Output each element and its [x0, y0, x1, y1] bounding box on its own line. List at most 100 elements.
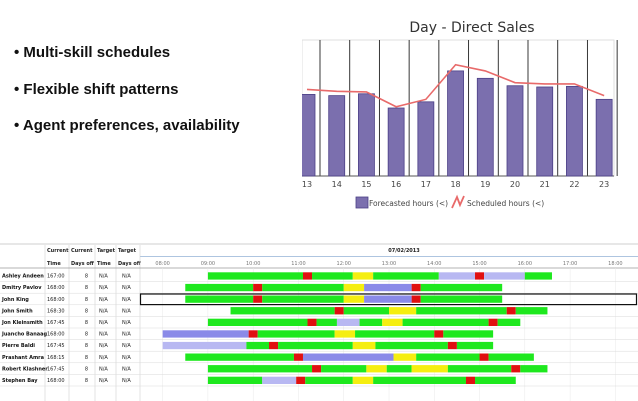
shift-segment-break[interactable] [293, 353, 303, 361]
shift-segment-work[interactable] [278, 341, 353, 350]
column-header-3[interactable]: Days off [118, 261, 142, 267]
shift-segment-break[interactable] [411, 295, 421, 303]
shift-segment-idle[interactable] [262, 376, 297, 384]
shift-segment-work[interactable] [373, 376, 466, 384]
shift-segment-work[interactable] [447, 365, 512, 373]
shift-segment-break[interactable] [307, 318, 317, 326]
shift-segment-work[interactable] [524, 272, 552, 280]
shift-segment-work[interactable] [386, 365, 412, 373]
shift-segment-work[interactable] [207, 272, 303, 280]
shift-segment-work[interactable] [488, 353, 534, 361]
schedule-row[interactable]: Robert Klashner 167:45 8 N/A N/A [0, 365, 638, 375]
schedule-row[interactable]: Pierre Baldi 167:45 8 N/A N/A [0, 341, 638, 352]
chart-x-tick-21: 21 [540, 180, 550, 189]
shift-segment-break[interactable] [434, 330, 444, 338]
shift-segment-other[interactable] [364, 295, 412, 303]
shift-segment-work[interactable] [316, 318, 337, 326]
shift-segment-break[interactable] [253, 283, 263, 292]
shift-segment-break[interactable] [248, 330, 258, 338]
current-days-off: 8 [85, 308, 88, 314]
schedule-row[interactable]: Ashley Andeen 167:00 8 N/A N/A [0, 272, 638, 282]
shift-segment-work[interactable] [475, 376, 516, 384]
shift-segment-lunch[interactable] [334, 330, 356, 338]
column-header-2[interactable]: Time [97, 261, 111, 267]
shift-segment-work[interactable] [359, 318, 383, 326]
shift-segment-break[interactable] [334, 307, 344, 315]
target-days-off: N/A [122, 274, 131, 280]
shift-segment-break[interactable] [411, 283, 421, 292]
shift-segment-idle[interactable] [438, 272, 476, 280]
shift-segment-work[interactable] [343, 307, 389, 315]
shift-segment-work[interactable] [456, 341, 494, 350]
shift-segment-lunch[interactable] [382, 318, 403, 326]
shift-segment-work[interactable] [355, 330, 435, 338]
shift-segment-lunch[interactable] [352, 376, 374, 384]
shift-segment-break[interactable] [312, 365, 322, 373]
shift-segment-lunch[interactable] [352, 341, 376, 350]
schedule-row[interactable]: John Smith 168:30 8 N/A N/A [0, 307, 638, 317]
shift-segment-break[interactable] [475, 272, 485, 280]
shift-segment-lunch[interactable] [352, 272, 374, 280]
current-time: 167:45 [47, 366, 65, 372]
schedule-row[interactable]: Stephen Bay 168:00 8 N/A N/A [0, 376, 638, 387]
shift-segment-work[interactable] [230, 307, 335, 315]
shift-segment-lunch[interactable] [343, 295, 365, 303]
shift-segment-break[interactable] [447, 341, 457, 350]
shift-segment-work[interactable] [420, 295, 503, 303]
shift-segment-other[interactable] [302, 353, 394, 361]
shift-segment-work[interactable] [262, 283, 344, 292]
shift-segment-other[interactable] [162, 330, 249, 338]
shift-segment-work[interactable] [420, 283, 503, 292]
shift-segment-work[interactable] [515, 307, 548, 315]
schedule-row[interactable]: Jon Kleinsmith 167:45 8 N/A N/A [0, 318, 638, 329]
hour-label-09:00: 09:00 [201, 261, 215, 267]
shift-segment-work[interactable] [497, 318, 521, 326]
shift-segment-work[interactable] [375, 341, 448, 350]
shift-segment-work[interactable] [246, 341, 270, 350]
shift-segment-work[interactable] [262, 295, 344, 303]
shift-segment-lunch[interactable] [389, 307, 417, 315]
shift-segment-break[interactable] [465, 376, 476, 384]
shift-segment-work[interactable] [207, 365, 313, 373]
shift-segment-lunch[interactable] [411, 365, 448, 373]
shift-segment-work[interactable] [373, 272, 439, 280]
shift-segment-lunch[interactable] [393, 353, 417, 361]
shift-segment-work[interactable] [416, 307, 507, 315]
shift-segment-work[interactable] [207, 318, 308, 326]
column-header-0[interactable]: Time [47, 261, 61, 267]
shift-segment-break[interactable] [253, 295, 263, 303]
schedule-row[interactable]: John King 168:00 8 N/A N/A [0, 293, 638, 306]
shift-segment-break[interactable] [302, 272, 313, 280]
shift-segment-work[interactable] [185, 353, 294, 361]
shift-segment-idle[interactable] [484, 272, 525, 280]
shift-segment-work[interactable] [185, 295, 254, 303]
shift-segment-work[interactable] [520, 365, 548, 373]
shift-segment-work[interactable] [402, 318, 489, 326]
shift-segment-other[interactable] [364, 283, 412, 292]
shift-segment-break[interactable] [479, 353, 489, 361]
schedule-row[interactable]: Dmitry Pavlov 168:00 8 N/A N/A [0, 283, 638, 294]
shift-segment-work[interactable] [257, 330, 335, 338]
shift-segment-break[interactable] [296, 376, 306, 384]
chart-x-tick-19: 19 [480, 180, 490, 189]
shift-segment-work[interactable] [185, 283, 254, 292]
shift-segment-idle[interactable] [336, 318, 360, 326]
schedule-row[interactable]: Prashant Amra 168:15 8 N/A N/A [0, 353, 638, 364]
column-header-1[interactable]: Days off [71, 261, 95, 267]
schedule-row[interactable]: Juancho Banaag 168:00 8 N/A N/A [0, 330, 638, 340]
chart-bar-13 [302, 94, 316, 177]
shift-segment-work[interactable] [207, 376, 263, 384]
shift-segment-break[interactable] [269, 341, 279, 350]
shift-segment-work[interactable] [321, 365, 367, 373]
shift-segment-lunch[interactable] [343, 283, 365, 292]
shift-segment-break[interactable] [488, 318, 498, 326]
target-time: N/A [99, 320, 108, 326]
shift-segment-lunch[interactable] [366, 365, 387, 373]
shift-segment-work[interactable] [305, 376, 353, 384]
shift-segment-work[interactable] [443, 330, 494, 338]
shift-segment-work[interactable] [312, 272, 353, 280]
shift-segment-idle[interactable] [162, 341, 247, 350]
shift-segment-break[interactable] [511, 365, 521, 373]
shift-segment-work[interactable] [416, 353, 480, 361]
shift-segment-break[interactable] [506, 307, 516, 315]
